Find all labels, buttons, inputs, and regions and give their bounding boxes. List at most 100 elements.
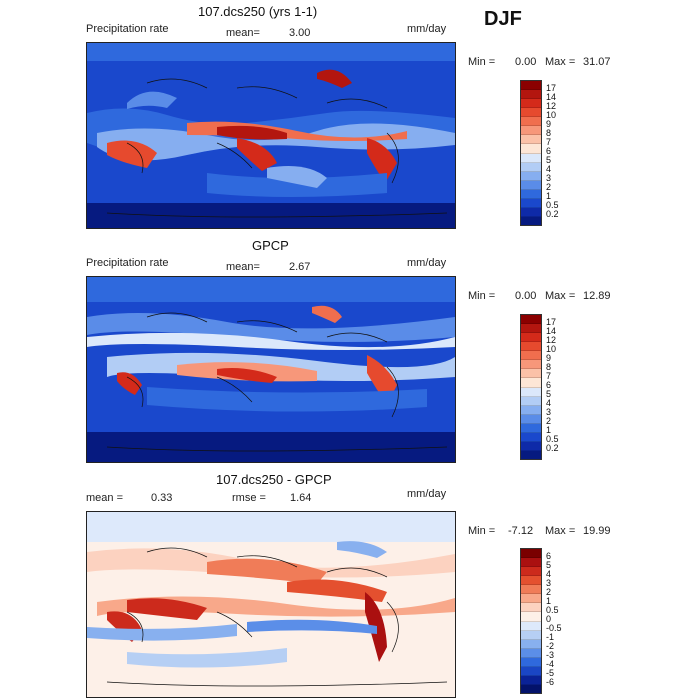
panel-2-max-value: 12.89	[583, 290, 611, 302]
colorbar-swatch	[521, 198, 541, 208]
colorbar-swatch	[521, 162, 541, 172]
panel-3-title: 107.dcs250 - GPCP	[216, 472, 332, 487]
colorbar-tick-label: 17	[546, 317, 557, 327]
colorbar-tick-label: 7	[546, 371, 552, 381]
colorbar-tick-label: 5	[546, 389, 552, 399]
panel-2-title: GPCP	[252, 238, 289, 253]
panel-2-variable-label: Precipitation rate	[86, 257, 169, 269]
colorbar-swatch	[521, 189, 541, 199]
colorbar-tick-label: 3	[546, 173, 552, 183]
panel-1-variable-label: Precipitation rate	[86, 23, 169, 35]
panel-1-colorbar	[520, 80, 542, 226]
colorbar-swatch	[521, 648, 541, 658]
colorbar-swatch	[521, 675, 541, 685]
colorbar-swatch	[521, 603, 541, 613]
colorbar-swatch	[521, 99, 541, 109]
panel-3-min-label: Min =	[468, 525, 496, 537]
colorbar-swatch	[521, 621, 541, 631]
colorbar-swatch	[521, 108, 541, 118]
colorbar-tick-label: 14	[546, 326, 557, 336]
colorbar-swatch	[521, 360, 541, 370]
colorbar-swatch	[521, 90, 541, 100]
colorbar-tick-label: 10	[546, 110, 557, 120]
colorbar-swatch	[521, 378, 541, 388]
colorbar-tick-label: 0.5	[546, 605, 559, 615]
colorbar-tick-label: 7	[546, 137, 552, 147]
panel-1-min-label: Min =	[468, 56, 496, 68]
colorbar-swatch	[521, 441, 541, 451]
colorbar-swatch	[521, 549, 541, 559]
colorbar-tick-label: 4	[546, 398, 552, 408]
colorbar-swatch	[521, 396, 541, 406]
colorbar-tick-label: 8	[546, 362, 552, 372]
colorbar-swatch	[521, 117, 541, 127]
colorbar-swatch	[521, 342, 541, 352]
colorbar-swatch	[521, 576, 541, 586]
colorbar-swatch	[521, 207, 541, 217]
colorbar-tick-label: -1	[546, 632, 555, 642]
colorbar-tick-label: 3	[546, 578, 552, 588]
panel-3-units: mm/day	[407, 488, 447, 500]
colorbar-swatch	[521, 585, 541, 595]
colorbar-tick-label: -2	[546, 641, 555, 651]
colorbar-swatch	[521, 612, 541, 622]
colorbar-tick-label: 1	[546, 191, 552, 201]
colorbar-swatch	[521, 81, 541, 91]
colorbar-swatch	[521, 180, 541, 190]
colorbar-swatch	[521, 558, 541, 568]
colorbar-swatch	[521, 333, 541, 343]
panel-3-mean-value: 0.33	[151, 492, 173, 504]
colorbar-swatch	[521, 450, 541, 459]
colorbar-tick-label: -3	[546, 650, 555, 660]
colorbar-tick-label: 6	[546, 380, 552, 390]
colorbar-swatch	[521, 315, 541, 325]
colorbar-tick-label: 9	[546, 353, 552, 363]
panel-3-map	[86, 511, 456, 698]
colorbar-tick-label: 9	[546, 119, 552, 129]
colorbar-tick-label: 2	[546, 587, 552, 597]
colorbar-tick-label: 3	[546, 407, 552, 417]
panel-2-colorbar	[520, 314, 542, 460]
panel-1-title: 107.dcs250 (yrs 1-1)	[198, 4, 318, 19]
colorbar-swatch	[521, 666, 541, 676]
colorbar-tick-label: 12	[546, 335, 557, 345]
panel-3-min-value: -7.12	[508, 525, 534, 537]
colorbar-tick-label: 2	[546, 182, 552, 192]
panel-2-map	[86, 276, 456, 463]
colorbar-tick-label: 4	[546, 569, 552, 579]
season-label: DJF	[484, 8, 522, 30]
panel-3-colorbar	[520, 548, 542, 694]
colorbar-swatch	[521, 657, 541, 667]
panel-3-rmse-value: 1.64	[290, 492, 312, 504]
colorbar-tick-label: 5	[546, 560, 552, 570]
panel-3-max-value: 19.99	[583, 525, 611, 537]
colorbar-swatch	[521, 144, 541, 154]
colorbar-tick-label: -4	[546, 659, 555, 669]
panel-2-mean-value: 2.67	[289, 261, 311, 273]
colorbar-tick-label: 1	[546, 425, 552, 435]
panel-2-max-label: Max =	[545, 290, 576, 302]
panel-2-mean-label: mean=	[226, 261, 260, 273]
colorbar-swatch	[521, 639, 541, 649]
colorbar-swatch	[521, 630, 541, 640]
colorbar-swatch	[521, 216, 541, 225]
colorbar-swatch	[521, 369, 541, 379]
panel-2-min-value: 0.00	[515, 290, 537, 302]
colorbar-tick-label: 6	[546, 551, 552, 561]
panel-1-max-label: Max =	[545, 56, 576, 68]
colorbar-swatch	[521, 567, 541, 577]
colorbar-tick-label: 0.5	[546, 200, 559, 210]
colorbar-swatch	[521, 171, 541, 181]
colorbar-tick-label: 0.2	[546, 443, 559, 453]
colorbar-tick-label: 2	[546, 416, 552, 426]
panel-1-min-value: 0.00	[515, 56, 537, 68]
colorbar-tick-label: -0.5	[546, 623, 562, 633]
panel-2-min-label: Min =	[468, 290, 496, 302]
colorbar-tick-label: 10	[546, 344, 557, 354]
colorbar-tick-label: 5	[546, 155, 552, 165]
panel-3-rmse-label: rmse =	[232, 492, 266, 504]
colorbar-tick-label: 6	[546, 146, 552, 156]
colorbar-swatch	[521, 135, 541, 145]
colorbar-swatch	[521, 423, 541, 433]
colorbar-swatch	[521, 594, 541, 604]
